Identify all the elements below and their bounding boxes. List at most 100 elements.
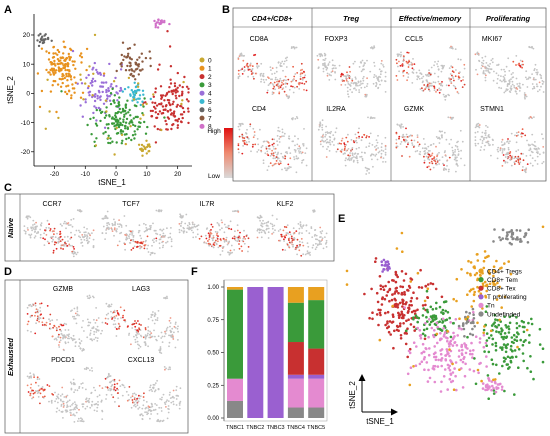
cluster-point — [73, 76, 76, 79]
expression-point — [271, 67, 274, 70]
expression-point — [184, 222, 187, 225]
expression-point — [137, 400, 140, 403]
expression-point — [348, 157, 350, 160]
expression-point — [351, 153, 354, 155]
celltype-point — [428, 323, 432, 326]
expression-point — [327, 145, 329, 148]
expression-point — [108, 304, 110, 306]
expression-point — [167, 407, 170, 410]
cluster-point — [126, 99, 129, 102]
expression-point — [503, 147, 506, 150]
expression-point — [148, 336, 151, 339]
expression-point — [429, 144, 432, 147]
expression-point — [284, 236, 287, 239]
celltype-point — [472, 299, 476, 303]
expression-point — [330, 130, 332, 133]
expression-point — [30, 233, 33, 236]
expression-point — [353, 87, 355, 90]
expression-point — [302, 253, 305, 256]
cluster-point — [151, 109, 154, 113]
expression-point — [68, 333, 70, 336]
expression-point — [325, 125, 327, 128]
expression-point — [462, 79, 464, 81]
expression-point — [327, 63, 330, 65]
expression-point — [74, 389, 77, 391]
cluster-point — [124, 127, 127, 130]
expression-point — [521, 128, 524, 131]
cluster-point — [80, 52, 83, 55]
expression-point — [482, 62, 485, 65]
cluster-point — [100, 81, 104, 84]
expression-point — [58, 409, 61, 412]
expression-point — [283, 240, 285, 242]
expression-point — [423, 84, 426, 86]
expression-point — [134, 403, 136, 406]
expression-point — [143, 222, 145, 225]
expression-point — [423, 155, 425, 158]
expression-point — [203, 241, 205, 244]
expression-point — [136, 240, 139, 243]
expression-point — [207, 240, 209, 242]
expression-point — [60, 330, 63, 332]
cluster-point — [170, 90, 173, 93]
cluster-point — [164, 108, 167, 112]
expression-point — [40, 224, 43, 227]
celltype-point — [492, 392, 496, 395]
celltype-point — [419, 268, 422, 272]
expression-point — [163, 366, 166, 368]
celltype-point — [530, 317, 533, 321]
f-y-tick-label: 0.25 — [207, 383, 219, 389]
expression-point — [208, 230, 211, 232]
cluster-point — [129, 94, 132, 98]
legend-swatch — [199, 99, 205, 104]
expression-point — [269, 66, 272, 69]
legend-label: CD8+ Tem — [487, 277, 518, 284]
stacked-bar-segment — [308, 407, 325, 418]
celltype-point — [397, 311, 400, 315]
expression-point — [90, 367, 93, 369]
celltype-point — [420, 360, 424, 364]
expression-point — [105, 377, 108, 379]
expression-point — [402, 70, 405, 73]
cluster-point — [136, 128, 139, 131]
expression-point — [304, 253, 307, 256]
panel-letter-f: F — [191, 266, 198, 278]
celltype-point — [414, 364, 418, 368]
expression-point — [162, 228, 165, 231]
expression-point — [313, 210, 316, 213]
expression-point — [131, 395, 134, 398]
expression-point — [51, 240, 54, 243]
expression-point — [151, 390, 154, 392]
celltype-point — [515, 316, 518, 319]
expression-point — [66, 235, 69, 238]
cluster-point — [93, 33, 97, 37]
expression-point — [399, 125, 402, 128]
expression-point — [44, 229, 46, 232]
expression-point — [141, 418, 144, 420]
expression-point — [158, 242, 161, 245]
expression-point — [395, 138, 398, 141]
expression-point — [149, 225, 151, 227]
expression-point — [267, 227, 270, 230]
expression-point — [154, 319, 157, 321]
expression-point — [48, 385, 51, 387]
expression-point — [62, 406, 65, 408]
expression-point — [228, 253, 231, 256]
celltype-point — [449, 335, 453, 339]
expression-point — [463, 83, 466, 86]
celltype-point — [427, 353, 431, 357]
expression-point — [321, 139, 323, 142]
cluster-point — [141, 103, 144, 107]
expression-point — [64, 329, 67, 331]
celltype-point — [425, 315, 428, 319]
expression-point — [122, 314, 124, 317]
expression-point — [431, 84, 434, 87]
cluster-point — [151, 101, 154, 104]
cluster-point — [96, 97, 99, 100]
expression-point — [133, 401, 136, 404]
expression-point — [225, 226, 227, 229]
expression-point — [406, 62, 409, 65]
expression-point — [440, 134, 443, 137]
cluster-point — [117, 102, 120, 105]
